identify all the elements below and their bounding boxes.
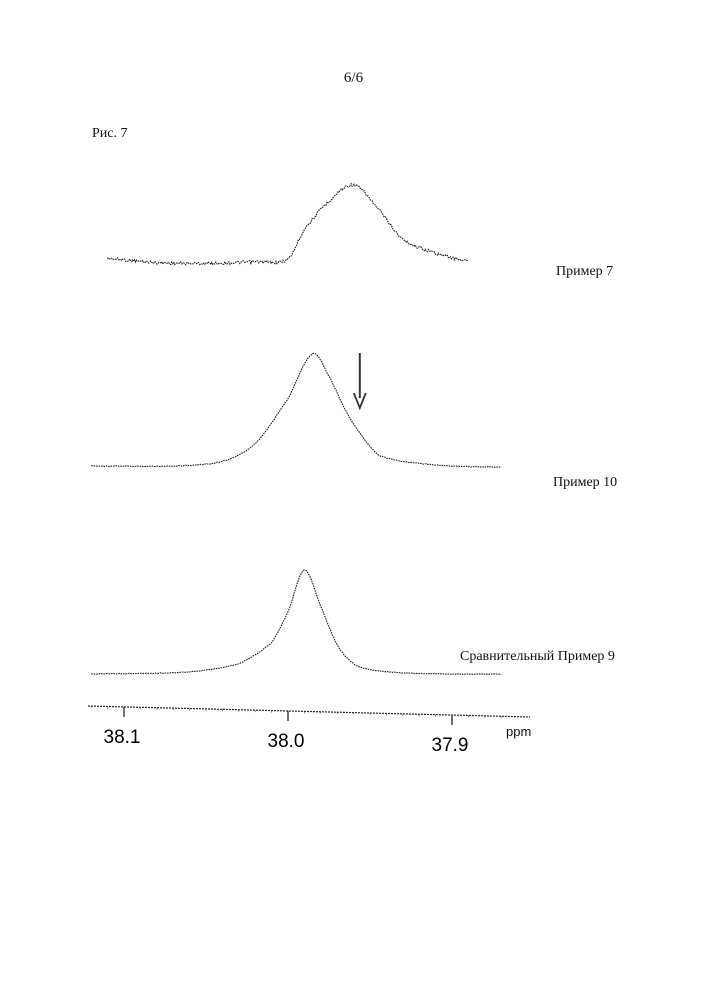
series-label-3: Сравнительный Пример 9 bbox=[460, 649, 615, 664]
x-tick-label: 37.9 bbox=[432, 735, 469, 756]
series-label-1: Пример 7 bbox=[556, 264, 613, 279]
spectrum-trace-1 bbox=[108, 184, 469, 265]
x-axis-line bbox=[88, 706, 530, 717]
annotations bbox=[354, 353, 366, 408]
x-tick-label: 38.1 bbox=[104, 727, 141, 748]
x-axis-unit-label: ppm bbox=[506, 724, 531, 739]
x-axis: 38.1 38.0 37.9 bbox=[88, 706, 530, 756]
spectrum-trace-2 bbox=[91, 353, 501, 467]
spectrum-trace-3 bbox=[91, 570, 501, 674]
series-labels: Пример 7 Пример 10 Сравнительный Пример 9 bbox=[460, 264, 617, 664]
series-label-2: Пример 10 bbox=[553, 475, 617, 490]
x-tick-label: 38.0 bbox=[268, 731, 305, 752]
spectrum-traces bbox=[91, 184, 501, 675]
